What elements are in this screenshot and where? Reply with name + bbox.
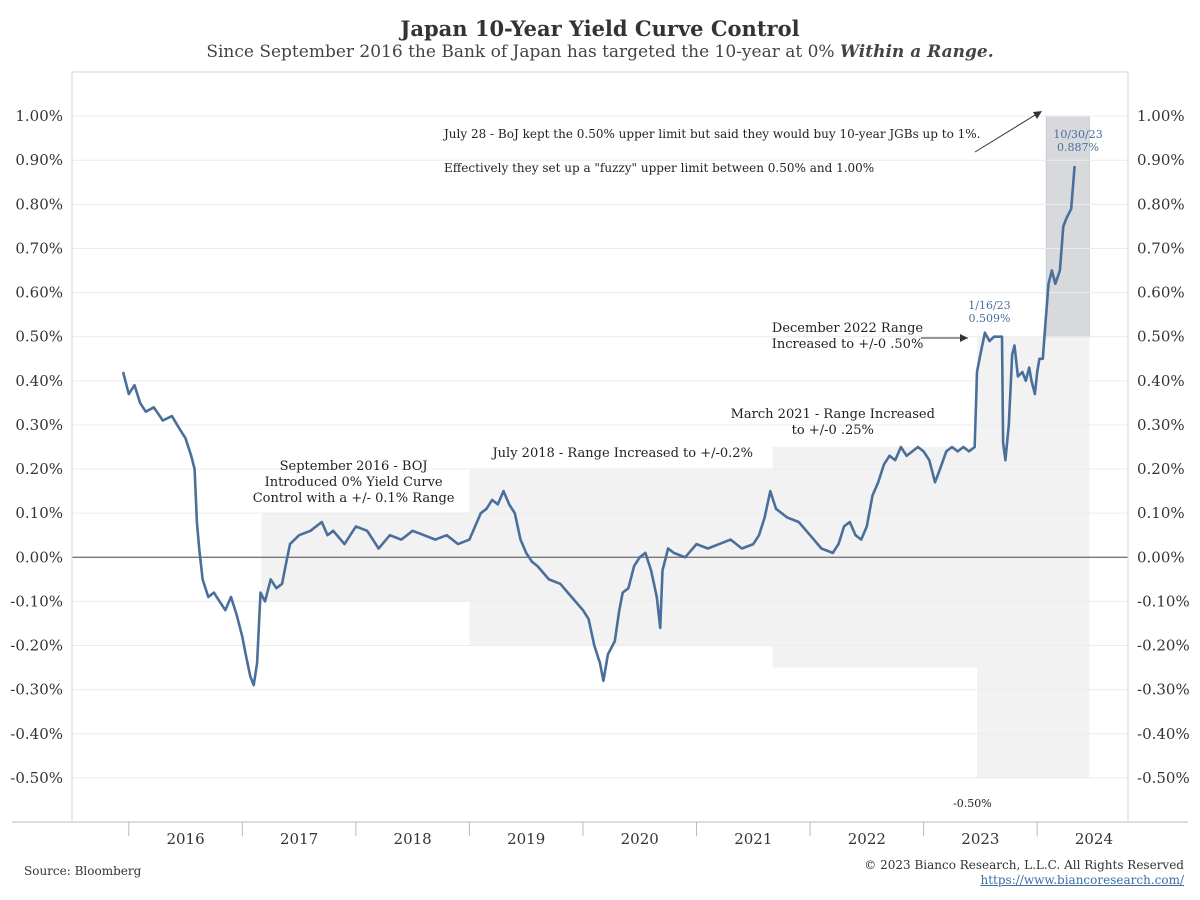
y-tick-label-left: 0.40%	[15, 372, 63, 390]
y-tick-label-left: -0.10%	[10, 592, 63, 610]
y-tick-label-left: -0.40%	[10, 725, 63, 743]
x-tick-label: 2018	[394, 830, 432, 848]
annotation-dec2022-line1: December 2022 Range	[772, 321, 924, 336]
y-tick-label-right: 0.50%	[1137, 328, 1185, 346]
y-tick-label-right: -0.20%	[1137, 637, 1190, 655]
y-tick-label-right: -0.40%	[1137, 725, 1190, 743]
y-tick-label-left: -0.30%	[10, 681, 63, 699]
copyright-text: © 2023 Bianco Research, L.L.C. All Right…	[864, 858, 1184, 872]
y-tick-label-left: 0.20%	[15, 460, 63, 478]
y-tick-label-left: 0.70%	[15, 239, 63, 257]
chart-subtitle: Since September 2016 the Bank of Japan h…	[0, 42, 1200, 62]
annotation-mar2021-line1: March 2021 - Range Increased	[731, 407, 935, 422]
annotation-sep2016-line1: September 2016 - BOJ	[280, 459, 428, 474]
label-jan16-date: 1/16/23	[968, 299, 1010, 312]
subtitle-emphasis: Within a Range.	[840, 42, 994, 62]
y-tick-label-right: 0.60%	[1137, 284, 1185, 302]
label-jan16-value: 0.509%	[968, 312, 1010, 325]
y-tick-label-right: 0.40%	[1137, 372, 1185, 390]
x-tick-label: 2017	[280, 830, 318, 848]
label-oct30-value: 0.887%	[1057, 141, 1099, 154]
y-tick-label-right: -0.30%	[1137, 681, 1190, 699]
y-tick-label-left: 0.60%	[15, 284, 63, 302]
arrow-jul28-head	[1033, 111, 1042, 119]
y-tick-label-left: 0.50%	[15, 328, 63, 346]
source-note: Source: Bloomberg	[24, 864, 142, 878]
x-tick-label: 2021	[734, 830, 772, 848]
y-tick-label-left: 1.00%	[15, 107, 63, 125]
annotation-mar2021-line2: to +/-0 .25%	[792, 423, 874, 438]
y-tick-label-right: 0.00%	[1137, 548, 1185, 566]
annotation-sep2016-line2: Introduced 0% Yield Curve	[265, 475, 443, 490]
y-tick-label-left: 0.00%	[15, 548, 63, 566]
x-tick-label: 2022	[848, 830, 886, 848]
x-tick-label: 2020	[621, 830, 659, 848]
annotation-dec2022-line2: Increased to +/-0 .50%	[772, 337, 924, 352]
chart-title: Japan 10-Year Yield Curve Control	[400, 16, 800, 41]
copyright-block: © 2023 Bianco Research, L.L.C. All Right…	[864, 858, 1184, 888]
x-tick-label: 2016	[166, 830, 204, 848]
axes: 1.00% 1.00% 0.90% 0.90% 0.80% 0.80% 0.70% 0.70%…	[10, 71, 1190, 848]
y-tick-label-right: 0.30%	[1137, 416, 1185, 434]
arrow-jul28-shaft	[974, 111, 1041, 153]
y-tick-label-left: 0.10%	[15, 504, 63, 522]
band-fuzzy-upper	[1045, 115, 1090, 338]
label-neg050: -0.50%	[953, 797, 992, 810]
x-tick-label: 2019	[507, 830, 545, 848]
annotation-jul28-line2: Effectively they set up a "fuzzy" upper …	[444, 161, 874, 175]
annotation-jul2018: July 2018 - Range Increased to +/-0.2%	[490, 446, 752, 461]
y-tick-label-right: 0.10%	[1137, 504, 1185, 522]
x-tick-label: 2024	[1075, 830, 1113, 848]
y-tick-label-right: 1.00%	[1137, 107, 1185, 125]
series-layer	[121, 165, 1076, 687]
y-tick-label-left: -0.20%	[10, 637, 63, 655]
y-tick-label-right: 0.70%	[1137, 239, 1185, 257]
y-tick-label-right: 0.90%	[1137, 151, 1185, 169]
y-tick-label-right: -0.10%	[1137, 592, 1190, 610]
y-tick-label-right: 0.80%	[1137, 195, 1185, 213]
y-tick-label-left: -0.50%	[10, 769, 63, 787]
series-line-jgb-10y	[121, 165, 1076, 687]
x-tick-label: 2023	[961, 830, 999, 848]
grid-lines	[72, 115, 1128, 779]
annotation-sep2016-line3: Control with a +/- 0.1% Range	[253, 491, 455, 506]
y-tick-label-right: -0.50%	[1137, 769, 1190, 787]
website-link[interactable]: https://www.biancoresearch.com/	[980, 873, 1184, 887]
arrow-dec2022-head	[960, 334, 968, 342]
y-tick-label-left: 0.90%	[15, 151, 63, 169]
annotation-jul28-line1: July 28 - BoJ kept the 0.50% upper limit…	[442, 127, 981, 141]
y-tick-label-left: 0.80%	[15, 195, 63, 213]
label-oct30-date: 10/30/23	[1053, 128, 1102, 141]
subtitle-text: Since September 2016 the Bank of Japan h…	[206, 42, 840, 62]
y-tick-label-left: 0.30%	[15, 416, 63, 434]
y-tick-label-right: 0.20%	[1137, 460, 1185, 478]
